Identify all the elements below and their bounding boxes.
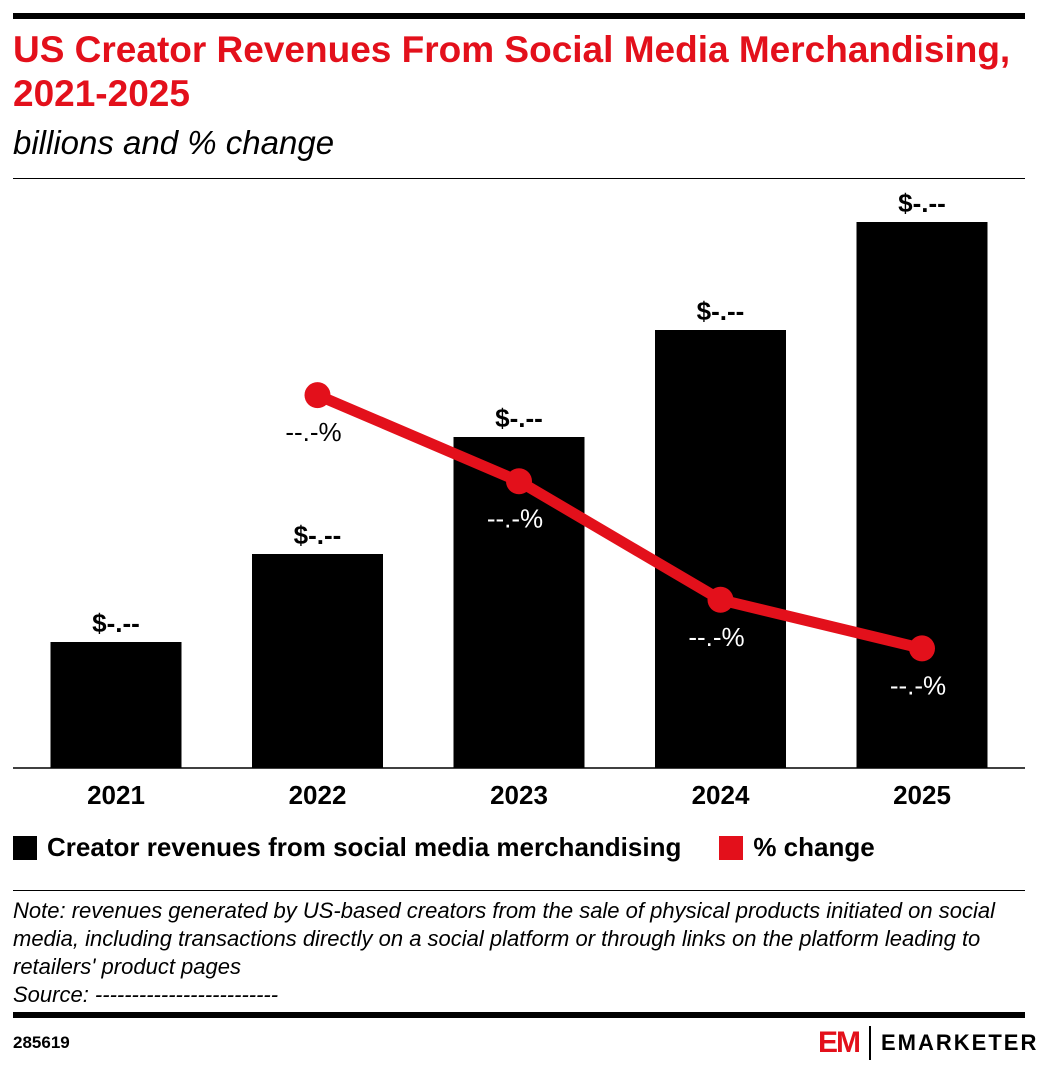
x-tick-2024: 2024 [692,780,750,810]
bar-2021 [50,642,182,768]
bar-label-2021: $-.-- [92,608,140,638]
note-text: Note: revenues generated by US-based cre… [13,898,995,979]
change-point-2025 [909,635,935,662]
change-label-2023: --.-% [487,503,543,533]
bar-2024 [655,330,786,768]
chart-area: $-.-- 2021 $-.-- 2022 $-.-- 2023 $-.-- 2024 $-.-… [13,188,1025,810]
change-point-2022 [304,382,331,409]
change-label-2025: --.-% [890,670,946,700]
chart-title: US Creator Revenues From Social Media Me… [13,29,1011,114]
bar-2022 [252,554,383,768]
legend-label-revenue: Creator revenues from social media merch… [47,832,682,862]
note-rule [13,890,1025,891]
bottom-rule [13,1012,1025,1018]
logo-mark: EM [818,1026,861,1059]
change-point-2023 [506,468,532,495]
bar-label-2025: $-.-- [898,188,946,218]
x-tick-2022: 2022 [289,780,347,810]
top-rule [13,13,1025,19]
source-text: Source: ------------------------- [13,982,279,1007]
change-label-2024: --.-% [688,622,744,652]
logo-separator [869,1026,871,1060]
note: Note: revenues generated by US-based cre… [13,897,1023,1009]
emarketer-logo: EM EMARKETER [818,1026,1038,1060]
chart-subtitle: billions and % change [13,124,335,161]
legend-swatch-change [719,835,744,860]
chart-id: 285619 [13,1033,70,1052]
x-tick-2023: 2023 [490,780,548,810]
header-rule [13,178,1025,179]
x-tick-2025: 2025 [893,780,951,810]
bar-2025 [856,222,988,768]
x-tick-2021: 2021 [87,780,145,810]
logo-brand: EMARKETER [881,1030,1038,1055]
legend-swatch-revenue [13,835,37,860]
bar-label-2022: $-.-- [294,520,342,550]
bar-label-2024: $-.-- [697,296,745,326]
bar-label-2023: $-.-- [495,403,543,433]
legend: Creator revenues from social media merch… [13,832,875,863]
change-point-2024 [707,586,734,613]
change-line [315,390,924,654]
change-label-2022: --.-% [285,417,341,447]
legend-label-change: % change [753,832,875,862]
